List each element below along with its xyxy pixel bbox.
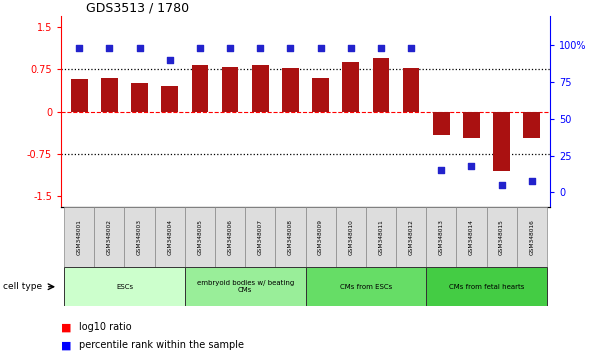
Text: GSM348015: GSM348015 [499,219,504,255]
Bar [94,207,125,267]
Text: GDS3513 / 1780: GDS3513 / 1780 [86,2,189,15]
Point [285,45,295,51]
Text: GSM348008: GSM348008 [288,219,293,255]
Bar [426,207,456,267]
Bar [524,112,540,138]
Text: ■: ■ [61,322,71,332]
Point [165,57,175,63]
Text: GSM348001: GSM348001 [77,219,82,255]
Bar [373,58,389,112]
Bar [192,65,208,112]
Text: ESCs: ESCs [116,284,133,290]
Bar [342,62,359,112]
Bar [252,65,269,112]
Bar [312,78,329,112]
Bar [71,79,87,112]
Text: CMs from ESCs: CMs from ESCs [340,284,392,290]
Text: cell type: cell type [3,282,42,291]
Text: GSM348003: GSM348003 [137,219,142,255]
Point [225,45,235,51]
Bar [463,112,480,138]
Bar [276,207,306,267]
Text: GSM348013: GSM348013 [439,219,444,255]
Point [134,45,144,51]
Bar [433,112,450,135]
Text: percentile rank within the sample: percentile rank within the sample [79,340,244,350]
Text: GSM348007: GSM348007 [258,219,263,255]
Bar [161,86,178,112]
Bar [222,67,238,112]
Bar [155,207,185,267]
Point [467,163,477,169]
Text: CMs from fetal hearts: CMs from fetal hearts [449,284,524,290]
Text: GSM348009: GSM348009 [318,219,323,255]
Bar [486,207,517,267]
Bar [335,207,366,267]
Bar [101,78,118,112]
Bar [245,207,276,267]
Text: GSM348010: GSM348010 [348,219,353,255]
Bar [125,207,155,267]
Text: GSM348006: GSM348006 [227,219,233,255]
Point [376,45,386,51]
Point [104,45,114,51]
Text: ■: ■ [61,340,71,350]
Bar [306,267,426,306]
Bar [396,207,426,267]
Text: GSM348012: GSM348012 [409,219,414,255]
Point [195,45,205,51]
Bar [426,267,547,306]
Bar [131,84,148,112]
Bar [456,207,486,267]
Text: log10 ratio: log10 ratio [79,322,132,332]
Bar [64,207,94,267]
Text: GSM348004: GSM348004 [167,219,172,255]
Bar [403,68,419,112]
Bar [185,267,306,306]
Text: GSM348005: GSM348005 [197,219,202,255]
Point [436,167,446,173]
Bar [306,207,335,267]
Point [316,45,326,51]
Text: GSM348016: GSM348016 [529,219,534,255]
Bar [517,207,547,267]
Point [346,45,356,51]
Point [406,45,416,51]
Text: GSM348014: GSM348014 [469,219,474,255]
Point [255,45,265,51]
Point [497,182,507,188]
Text: GSM348011: GSM348011 [378,219,384,255]
Bar [493,112,510,171]
Bar [215,207,245,267]
Text: embryoid bodies w/ beating
CMs: embryoid bodies w/ beating CMs [197,280,294,293]
Bar [366,207,396,267]
Bar [282,68,299,112]
Point [75,45,84,51]
Bar [64,267,185,306]
Text: GSM348002: GSM348002 [107,219,112,255]
Point [527,178,536,183]
Bar [185,207,215,267]
